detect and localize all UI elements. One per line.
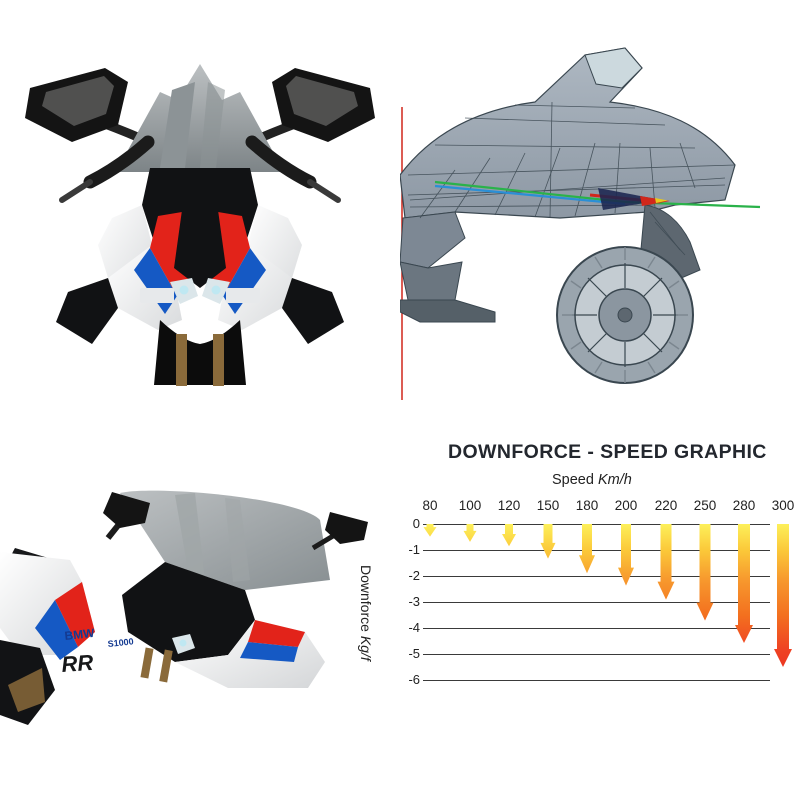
svg-text:S1000: S1000 (107, 636, 134, 649)
svg-text:BMW: BMW (64, 626, 96, 643)
svg-text:RR: RR (61, 650, 95, 677)
